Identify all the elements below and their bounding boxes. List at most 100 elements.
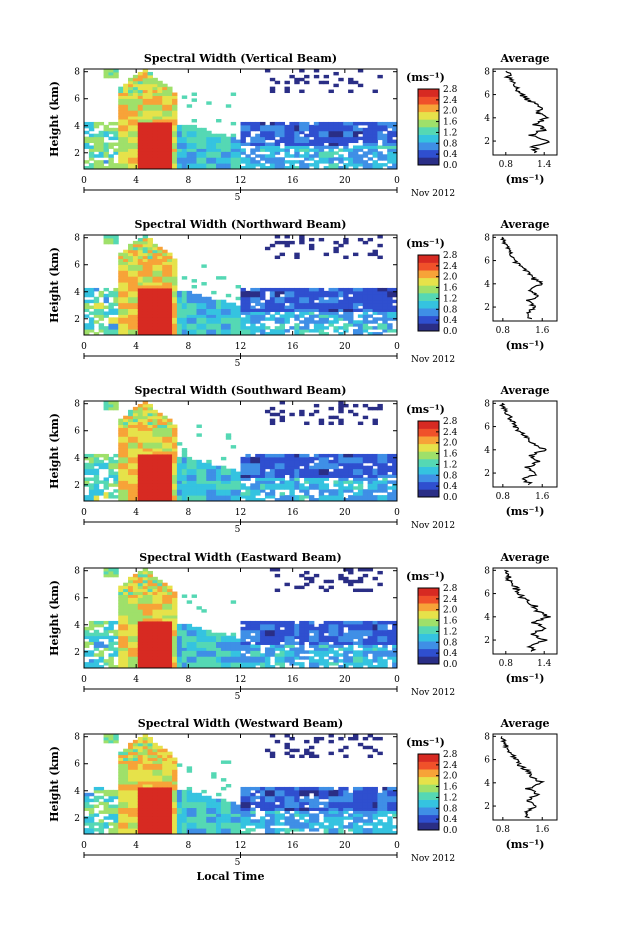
- heatmap-cell: [230, 498, 237, 502]
- heatmap-cell: [264, 130, 271, 135]
- heatmap-cell: [176, 299, 183, 304]
- heatmap-cell: [128, 163, 134, 167]
- heatmap-cell: [323, 127, 330, 132]
- heatmap-cell: [162, 258, 168, 262]
- heatmap-cell: [323, 638, 330, 643]
- heatmap: [84, 69, 398, 170]
- heatmap-cell: [289, 495, 295, 499]
- heatmap-cell: [230, 139, 237, 144]
- heatmap-cell: [167, 273, 173, 277]
- heatmap-cell: [220, 317, 227, 321]
- heatmap-cell: [274, 647, 281, 651]
- heatmap-cell: [142, 591, 149, 595]
- heatmap-cell: [245, 124, 251, 129]
- heatmap-cell: [167, 264, 173, 268]
- heatmap-cell: [201, 326, 207, 330]
- heatmap-cell: [260, 656, 266, 660]
- heatmap-cell: [392, 653, 398, 657]
- heatmap-cell: [142, 296, 149, 301]
- heatmap-cell: [338, 489, 344, 493]
- colorbar-swatch: [418, 300, 439, 309]
- heatmap-cell: [108, 659, 114, 663]
- heatmap-cell: [123, 807, 129, 811]
- heatmap-cell: [392, 459, 398, 464]
- heatmap-cell: [260, 145, 266, 149]
- heatmap-cell: [235, 314, 241, 318]
- heatmap-cell: [289, 308, 295, 312]
- heatmap-cell: [377, 299, 383, 304]
- heatmap-cell: [382, 302, 388, 307]
- heatmap-cell: [392, 635, 398, 640]
- heatmap-cell: [255, 483, 261, 487]
- heatmap-cell: [147, 142, 153, 146]
- heatmap-cell: [147, 267, 153, 271]
- heatmap-cell: [274, 620, 281, 625]
- colorbar-swatch: [418, 618, 439, 627]
- heatmap-cell: [162, 113, 168, 117]
- heatmap-cell: [132, 445, 139, 449]
- heatmap: [84, 401, 398, 502]
- heatmap-cell: [123, 92, 129, 96]
- heatmap-cell: [113, 148, 119, 152]
- heatmap-cell: [132, 148, 139, 152]
- heatmap-cell: [318, 160, 325, 164]
- heatmap-cell: [142, 290, 149, 295]
- heatmap-cell: [269, 653, 276, 657]
- heatmap-cell: [299, 89, 305, 94]
- heatmap-cell: [245, 486, 251, 490]
- heatmap-cell: [284, 653, 290, 657]
- heatmap-cell: [142, 311, 149, 315]
- heatmap-cell: [152, 311, 158, 315]
- heatmap-cell: [123, 308, 129, 312]
- heatmap-cell: [294, 255, 300, 260]
- heatmap-cell: [191, 142, 197, 146]
- heatmap-cell: [313, 468, 320, 473]
- heatmap-cell: [157, 157, 163, 161]
- heatmap-cell: [103, 151, 109, 155]
- heatmap-cell: [333, 471, 339, 476]
- heatmap-cell: [343, 568, 349, 572]
- heatmap-cell: [323, 332, 330, 336]
- heatmap-cell: [123, 329, 129, 333]
- heatmap-cell: [343, 650, 349, 654]
- heatmap-cell: [264, 154, 271, 158]
- heatmap-cell: [137, 421, 144, 426]
- heatmap-cell: [118, 778, 124, 782]
- heatmap-cell: [250, 644, 256, 648]
- date-note: Nov 2012: [411, 189, 455, 199]
- heatmap-cell: [147, 287, 153, 292]
- heatmap-cell: [167, 299, 173, 304]
- heatmap-cell: [333, 456, 339, 461]
- heatmap-cell: [362, 287, 369, 292]
- heatmap-cell: [103, 635, 109, 640]
- heatmap-cell: [157, 451, 163, 455]
- heatmap-cell: [196, 629, 202, 634]
- heatmap-cell: [167, 151, 173, 155]
- heatmap-cell: [108, 326, 114, 330]
- heatmap-cell: [142, 459, 149, 464]
- heatmap-cell: [172, 615, 178, 619]
- heatmap-cell: [377, 453, 383, 458]
- heatmap-cell: [269, 302, 276, 307]
- heatmap-cell: [181, 314, 188, 318]
- heatmap-cell: [162, 453, 168, 458]
- heatmap-cell: [113, 462, 119, 467]
- heatmap-cell: [387, 656, 393, 660]
- heatmap-cell: [132, 650, 139, 654]
- heatmap-cell: [147, 101, 153, 105]
- heatmap-cell: [392, 665, 398, 669]
- heatmap-cell: [323, 483, 330, 487]
- heatmap-cell: [162, 142, 168, 146]
- heatmap-cell: [142, 471, 149, 476]
- heatmap-cell: [103, 495, 109, 499]
- heatmap-cell: [255, 456, 261, 461]
- heatmap-cell: [225, 332, 232, 336]
- heatmap-cell: [88, 659, 95, 663]
- heatmap-cell: [284, 80, 290, 85]
- heatmap-cell: [230, 157, 237, 161]
- average-profile-line: [498, 402, 547, 486]
- heatmap-cell: [132, 110, 139, 114]
- heatmap-cell: [118, 498, 124, 502]
- heatmap-cell: [132, 267, 139, 271]
- heatmap-cell: [147, 332, 153, 336]
